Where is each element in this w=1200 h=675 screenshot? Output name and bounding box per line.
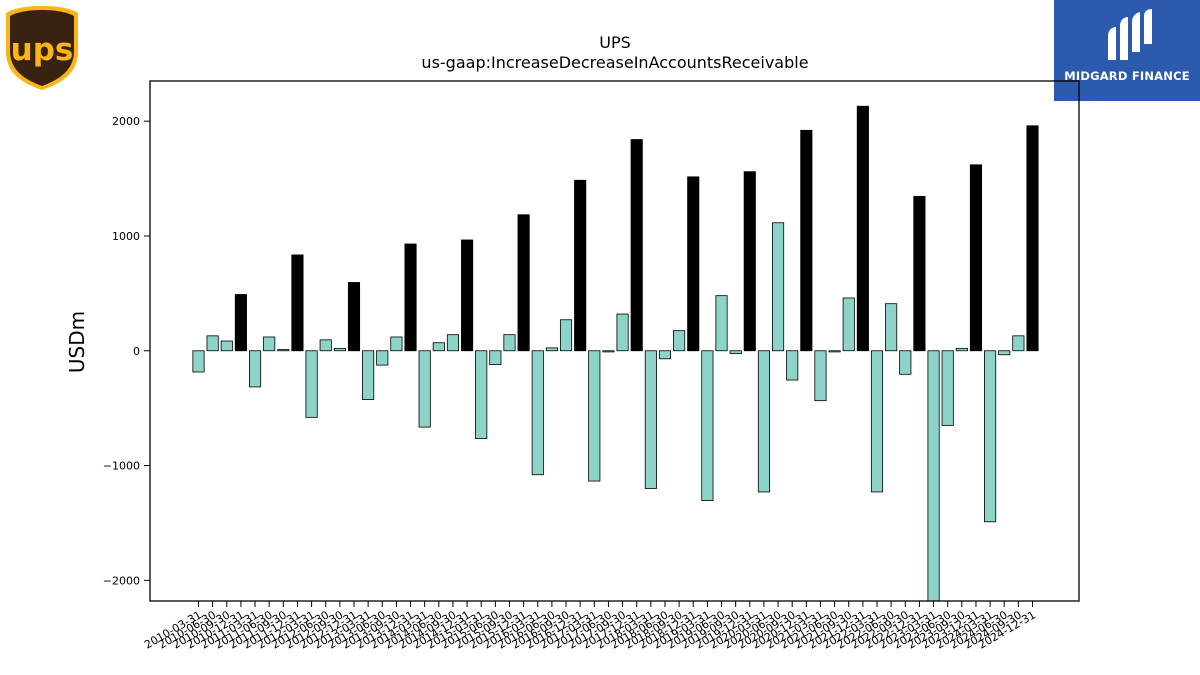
bar-2020-12-31 bbox=[800, 129, 813, 352]
bar-2015-12-31 bbox=[517, 214, 530, 352]
bar-2023-12-31 bbox=[969, 164, 983, 352]
chart-subtitle: us-gaap:IncreaseDecreaseInAccountsReceiv… bbox=[421, 53, 808, 72]
bar-2013-12-31 bbox=[404, 243, 417, 352]
bar-2023-09-30 bbox=[955, 348, 968, 352]
bar-2016-06-30 bbox=[545, 347, 558, 352]
bar-2014-09-30 bbox=[446, 334, 460, 352]
bar-2017-06-30 bbox=[602, 350, 615, 353]
bar-2023-06-30 bbox=[941, 350, 954, 426]
bar-2024-09-30 bbox=[1012, 335, 1025, 352]
bar-2010-06-30 bbox=[206, 335, 219, 352]
bar-2011-12-31 bbox=[291, 254, 304, 352]
bar-2012-03-31 bbox=[305, 350, 318, 418]
bar-2010-09-30 bbox=[220, 340, 233, 352]
bar-2022-06-30 bbox=[885, 303, 898, 352]
bar-2022-12-31 bbox=[913, 195, 926, 352]
bar-2016-09-30 bbox=[559, 319, 573, 352]
bar-2019-03-31 bbox=[701, 350, 714, 501]
y-axis: −2000 −1000 0 1000 2000 bbox=[103, 115, 150, 587]
bars-layer bbox=[192, 105, 1039, 602]
y-tick-label: −2000 bbox=[103, 574, 140, 587]
bar-2014-06-30 bbox=[432, 342, 445, 352]
bar-2013-03-31 bbox=[362, 350, 375, 400]
ups-wordmark: ups bbox=[11, 32, 74, 68]
bar-2018-12-31 bbox=[687, 176, 700, 352]
bar-2019-09-30 bbox=[729, 350, 742, 355]
ups-shield-icon: ups bbox=[6, 6, 78, 90]
y-tick-label: −1000 bbox=[103, 460, 140, 473]
bar-2024-03-31 bbox=[984, 350, 997, 523]
bar-2010-12-31 bbox=[234, 294, 247, 352]
bar-2014-03-31 bbox=[418, 350, 431, 428]
bar-2012-09-30 bbox=[333, 348, 346, 352]
bar-2021-12-31 bbox=[856, 105, 869, 352]
bar-2021-09-30 bbox=[842, 297, 855, 352]
bar-2022-09-30 bbox=[899, 350, 912, 375]
bar-2024-06-30 bbox=[998, 350, 1011, 356]
bar-2011-09-30 bbox=[277, 349, 290, 352]
ups-logo: ups bbox=[4, 4, 80, 92]
bar-2017-12-31 bbox=[630, 139, 643, 352]
bar-2011-06-30 bbox=[263, 336, 276, 352]
y-axis-label: USDm bbox=[65, 311, 89, 373]
midgard-finance-logo: MIDGARD FINANCE bbox=[1054, 0, 1200, 101]
bar-2015-03-31 bbox=[475, 350, 488, 439]
midgard-emblem-icon bbox=[1108, 9, 1152, 60]
x-axis: 2010-03-312010-06-302010-09-302010-12-31… bbox=[142, 601, 1038, 652]
bar-2019-12-31 bbox=[743, 171, 756, 352]
bar-2013-06-30 bbox=[376, 350, 389, 366]
bar-2020-03-31 bbox=[757, 350, 770, 493]
bar-2024-12-31 bbox=[1026, 125, 1039, 352]
chart-title: UPS bbox=[599, 33, 631, 52]
bar-2013-09-30 bbox=[390, 336, 403, 352]
bar-2018-06-30 bbox=[658, 350, 672, 360]
bar-2019-06-30 bbox=[715, 295, 728, 352]
bar-2016-03-31 bbox=[531, 350, 544, 476]
y-tick-label: 2000 bbox=[112, 115, 140, 128]
bar-2017-03-31 bbox=[588, 350, 601, 482]
bar-2021-03-31 bbox=[814, 350, 827, 402]
bar-2021-06-30 bbox=[828, 350, 841, 353]
bar-2011-03-31 bbox=[248, 350, 262, 388]
bar-2023-03-31 bbox=[927, 350, 940, 602]
bar-2015-06-30 bbox=[489, 350, 502, 365]
bar-2020-09-30 bbox=[786, 350, 799, 381]
bar-2018-03-31 bbox=[644, 350, 657, 489]
bar-2022-03-31 bbox=[870, 350, 884, 493]
bar-2010-03-31 bbox=[192, 350, 205, 373]
bar-2016-12-31 bbox=[574, 179, 587, 352]
bar-2014-12-31 bbox=[461, 239, 474, 352]
bar-2012-12-31 bbox=[347, 282, 361, 352]
midgard-wordmark: MIDGARD FINANCE bbox=[1064, 69, 1190, 83]
bar-2018-09-30 bbox=[673, 330, 686, 352]
bar-2017-09-30 bbox=[616, 313, 629, 352]
y-tick-label: 0 bbox=[133, 345, 140, 358]
bar-2012-06-30 bbox=[319, 339, 332, 352]
y-tick-label: 1000 bbox=[112, 230, 140, 243]
bar-2015-09-30 bbox=[503, 334, 516, 352]
bar-2020-06-30 bbox=[772, 222, 785, 352]
plot-frame bbox=[149, 80, 1080, 602]
